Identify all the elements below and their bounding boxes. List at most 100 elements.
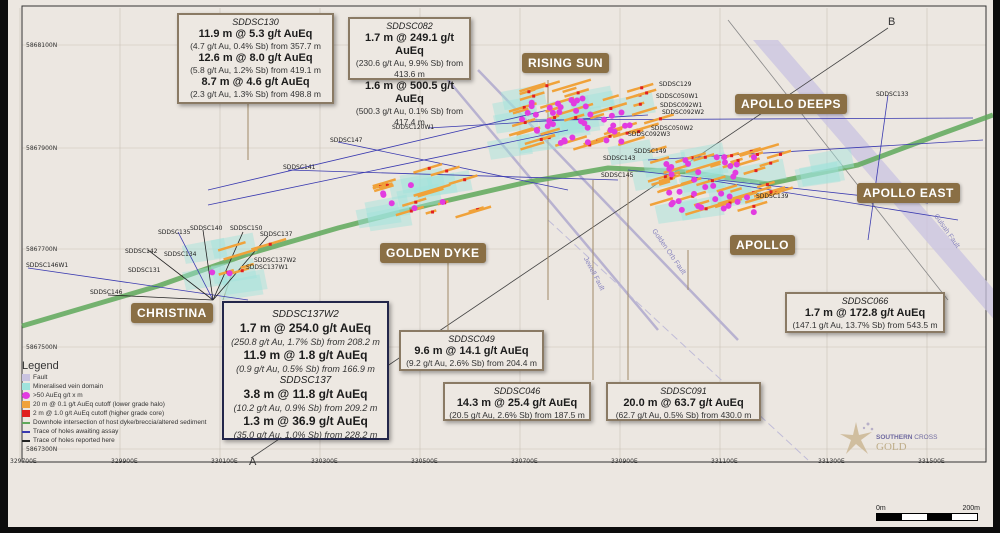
callout-hole-id: SDDSC066 [841,296,889,306]
halo-intercept [540,127,561,136]
high-grade-dot [663,160,670,167]
high-grade-dot [557,139,564,146]
halo-intercept [716,184,738,193]
core-intercept [527,90,531,94]
legend-swatch [22,410,30,417]
legend-label: Trace of holes reported here [33,437,115,444]
high-grade-dot [554,100,561,107]
callout-intercept: 14.3 m @ 25.4 g/t AuEq [456,397,578,409]
northing-label: 5867900N [26,145,58,152]
halo-intercept [223,247,258,261]
core-intercept [765,183,769,187]
high-grade-dot [584,139,591,146]
scale-end-label: 200m [962,505,980,512]
callout-detail: (0.9 g/t Au, 0.5% Sb) from 166.9 m [236,364,375,374]
area-label-christina: CHRISTINA [131,303,213,323]
core-intercept [445,169,449,173]
core-intercept [539,137,543,141]
legend-swatch [22,374,30,381]
hole-label: SDDSC146 [90,289,123,296]
high-grade-dot [532,111,539,118]
callout-sddsc130: SDDSC130 11.9 m @ 5.3 g/t AuEq (4.7 g/t … [177,13,334,104]
halo-intercept [631,106,658,117]
easting-label: 330100E [211,458,238,465]
high-grade-dot [569,134,576,141]
fault-line [547,219,809,461]
callout-sddsc137w2: SDDSC137W2 1.7 m @ 254.0 g/t AuEq (250.8… [222,301,389,440]
easting-label: 330700E [511,458,538,465]
core-intercept [385,183,389,187]
high-grade-dot [712,196,719,203]
legend-item: >50 AuEq g/t x m [22,391,227,400]
callout-detail: (4.7 g/t Au, 0.4% Sb) from 357.7 m [190,41,321,51]
hole-label: SDDSC137W1 [246,264,289,271]
drill-hole-trace [147,249,214,301]
core-intercept [608,134,612,138]
high-grade-dot [582,103,589,110]
high-grade-dot [618,109,625,116]
hole-label: SDDSC050W1 [656,93,699,100]
high-grade-dot [578,118,585,125]
fault-line [447,79,659,331]
high-grade-dot [544,123,551,130]
high-grade-dot [226,270,233,277]
legend-item: Trace of holes awaiting assay [22,427,227,436]
high-grade-dot [710,182,717,189]
high-grade-dot [549,109,556,116]
high-grade-dot [750,154,757,161]
legend-label: Fault [33,374,48,381]
high-grade-dot [750,209,757,216]
hole-label: SDDSC137 [260,231,293,238]
easting-label: 330500E [411,458,438,465]
halo-intercept [685,160,722,174]
halo-intercept [663,164,690,174]
halo-intercept [602,94,620,102]
core-intercept [638,102,642,106]
halo-intercept [717,191,758,206]
halo-intercept [744,190,781,204]
high-grade-dot [675,198,682,205]
logo-text: GOLD [876,441,907,453]
halo-intercept [378,182,393,189]
legend-label: Downhole intersection of host dyke/brecc… [33,419,207,426]
section-marker-b: B [888,16,896,28]
callout-sddsc066: SDDSC066 1.7 m @ 172.8 g/t AuEq (147.1 g… [785,292,945,333]
halo-intercept [709,162,721,168]
callout-hole-id: SDDSC049 [448,334,495,344]
easting-label: 329900E [111,458,138,465]
halo-intercept [658,180,671,186]
core-intercept [663,175,667,179]
high-grade-dot [713,154,720,161]
legend-item: Downhole intersection of host dyke/brecc… [22,418,227,427]
section-line [727,19,949,301]
high-grade-dot [528,99,535,106]
vein-domain [355,202,402,229]
callout-detail: (9.2 g/t Au, 2.6% Sb) from 204.4 m [406,358,537,368]
legend-item: Trace of holes reported here [22,436,227,445]
callout-hole-id: SDDSC091 [660,386,707,396]
halo-intercept [739,142,780,158]
core-intercept [553,116,557,120]
hole-label: SDDSC092W1 [660,102,703,109]
high-grade-dot [678,206,685,213]
halo-intercept [520,141,545,151]
core-intercept [522,105,526,109]
vein-domain [654,197,701,224]
fault-line [477,69,739,341]
vein-domain [181,237,228,264]
high-grade-dot [676,188,683,195]
callout-intercept: 9.6 m @ 14.1 g/t AuEq [414,345,529,357]
drill-hole-trace [867,94,889,241]
core-intercept [625,131,629,135]
vein-domain [182,264,229,291]
high-grade-dot [685,160,692,167]
high-grade-dot [439,198,446,205]
core-intercept [690,156,694,160]
legend-item: 20 m @ 0.1 g/t AuEq cutoff (lower grade … [22,400,227,409]
high-grade-dot [721,154,728,161]
callout-intercept: 1.6 m @ 500.5 g/t AuEq [365,80,454,105]
callout-detail: (10.2 g/t Au, 0.9% Sb) from 209.2 m [233,403,378,413]
northing-label: 5867700N [26,246,58,253]
high-grade-dot [727,162,734,169]
legend-swatch [22,383,30,390]
